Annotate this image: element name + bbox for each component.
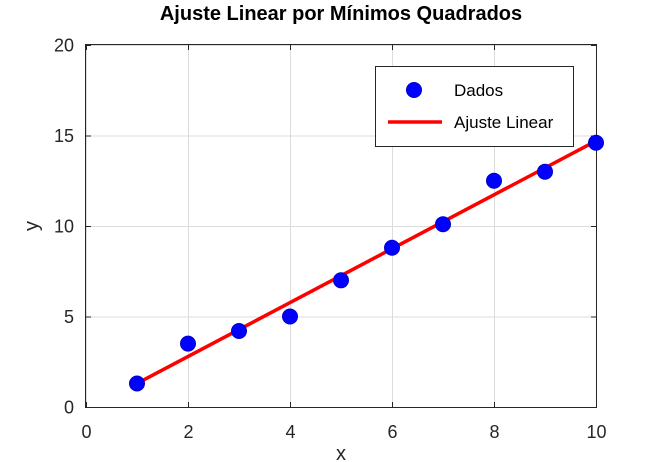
data-point [129, 375, 145, 392]
x-tick-label: 0 [81, 422, 91, 442]
plot-area [85, 44, 597, 408]
data-point [486, 172, 502, 189]
data-point [180, 335, 196, 352]
x-tick-label: 10 [586, 422, 606, 442]
data-point [231, 322, 247, 339]
data-point [333, 272, 349, 289]
data-point [384, 239, 400, 256]
y-tick-label: 5 [64, 307, 74, 327]
fit-line [135, 139, 598, 386]
x-tick-label: 4 [285, 422, 295, 442]
legend: Dados Ajuste Linear [375, 66, 574, 147]
data-point [588, 134, 604, 151]
y-axis-label: y [21, 221, 43, 231]
y-tick-label: 0 [64, 398, 74, 418]
y-tick-label: 15 [54, 126, 74, 146]
data-point [282, 308, 298, 325]
axis-ticks: 0 2 4 6 8 10 0 5 10 15 20 [54, 36, 607, 443]
x-axis-label: x [336, 443, 346, 462]
legend-label-ajuste: Ajuste Linear [454, 113, 554, 132]
chart-title: Ajuste Linear por Mínimos Quadrados [160, 3, 522, 25]
x-tick-label: 2 [183, 422, 193, 442]
y-tick-label: 20 [54, 36, 74, 56]
legend-marker-dados [406, 82, 422, 98]
legend-box [375, 66, 574, 147]
data-series [129, 134, 604, 392]
legend-label-dados: Dados [454, 81, 503, 100]
x-tick-label: 6 [387, 422, 397, 442]
y-tick-label: 10 [54, 217, 74, 237]
x-tick-label: 8 [489, 422, 499, 442]
data-point [537, 163, 553, 180]
data-point [435, 216, 451, 233]
